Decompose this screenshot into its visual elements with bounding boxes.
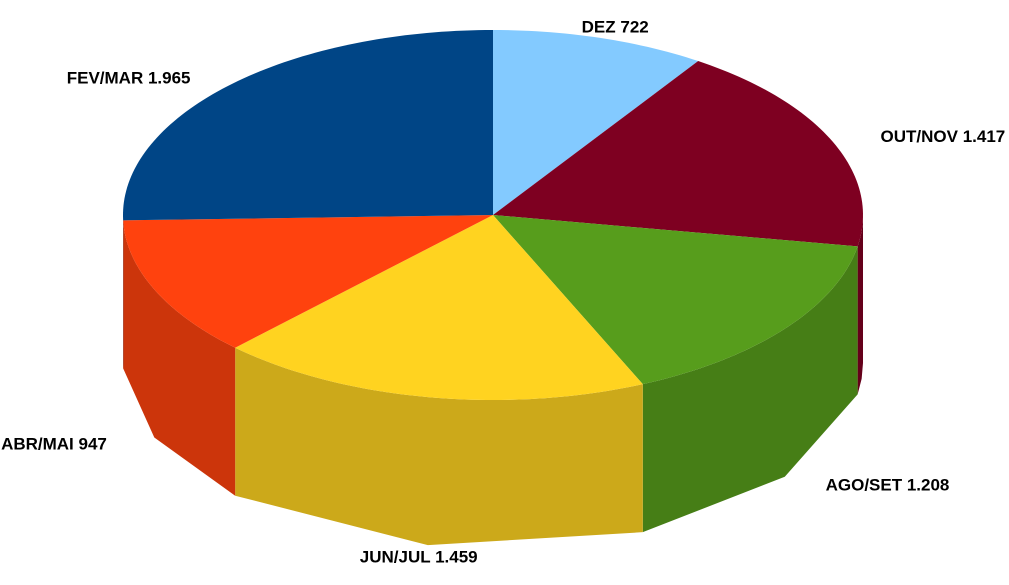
label-category: OUT/NOV	[881, 128, 959, 147]
pie-slice	[123, 215, 494, 348]
pie-side	[235, 347, 643, 546]
data-label: OUT/NOV 1.417	[881, 128, 1006, 147]
data-label: ABR/MAI 947	[1, 435, 107, 454]
pie-slice	[235, 215, 643, 400]
pie-tops	[123, 30, 863, 400]
label-category: FEV/MAR	[67, 69, 144, 88]
pie-side	[857, 215, 863, 395]
data-label: DEZ 722	[582, 18, 649, 37]
data-label: AGO/SET 1.208	[826, 476, 950, 495]
pie-side	[123, 220, 236, 496]
data-label: FEV/MAR 1.965	[67, 69, 191, 88]
label-value: 947	[79, 435, 107, 454]
pie-slice	[123, 30, 493, 221]
label-category: DEZ	[582, 18, 616, 37]
label-value: 1.965	[148, 69, 191, 88]
pie-slice	[493, 215, 858, 385]
pie-slice	[493, 30, 699, 215]
label-value: 1.417	[963, 128, 1006, 147]
data-label: JUN/JUL 1.459	[360, 548, 478, 567]
pie-slice	[493, 61, 863, 247]
label-category: JUN/JUL	[360, 548, 431, 567]
pie-sides	[123, 215, 863, 546]
pie-side	[642, 246, 858, 533]
label-category: AGO/SET	[826, 476, 903, 495]
label-value: 722	[620, 18, 648, 37]
label-value: 1.459	[435, 548, 478, 567]
label-value: 1.208	[907, 476, 950, 495]
label-category: ABR/MAI	[1, 435, 74, 454]
